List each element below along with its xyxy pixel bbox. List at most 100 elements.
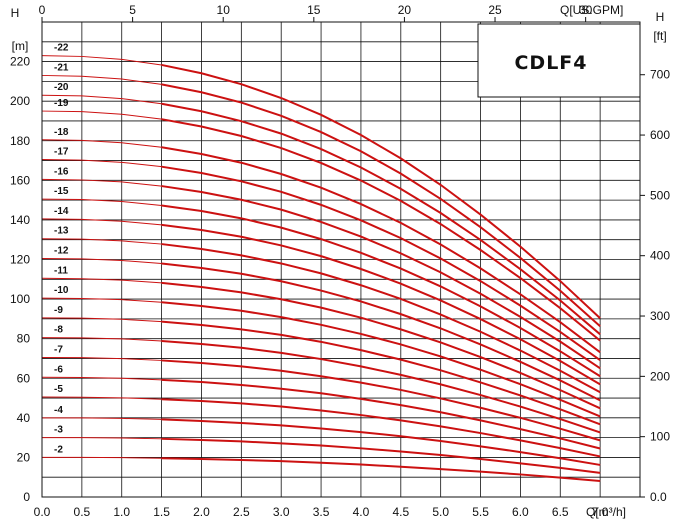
curve-operating-segment: [161, 223, 601, 386]
curve-low-flow-segment: [41, 277, 162, 284]
curve-low-flow-segment: [41, 258, 162, 264]
y-right-tick-label: 600: [650, 128, 670, 142]
x-bottom-tick-label: 4.5: [392, 505, 409, 519]
model-box: CDLF4: [477, 23, 641, 98]
curve-operating-segment: [161, 378, 601, 450]
x-bottom-tick-label: 6.5: [552, 505, 569, 519]
curve-operating-segment: [161, 185, 601, 370]
curve-stage-label: -17: [54, 147, 69, 158]
y-left-tick-label: 200: [10, 94, 30, 108]
curve-stage-label: -14: [54, 206, 69, 217]
curve-low-flow-segment: [41, 178, 162, 187]
curve-low-flow-segment: [41, 337, 162, 342]
y-right-tick-label: 0.0: [650, 490, 667, 504]
curve-low-flow-segment: [41, 94, 162, 105]
curve-low-flow-segment: [41, 396, 162, 400]
curve-stage-label: -22: [54, 43, 69, 54]
y-left-tick-label: 20: [17, 450, 31, 464]
y-right-axis-label: H: [656, 10, 665, 24]
curve-stage-label: -10: [54, 285, 69, 296]
x-bottom-tick-label: 0.0: [34, 505, 51, 519]
model-title: CDLF4: [514, 52, 587, 74]
x-bottom-tick-label: 1.0: [113, 505, 130, 519]
curve-stage-label: -21: [54, 62, 69, 73]
x-top-tick-label: 15: [307, 3, 321, 17]
curve-operating-segment: [161, 281, 601, 410]
y-right-tick-label: 300: [650, 309, 670, 323]
x-top-tick-label: 30: [579, 3, 593, 17]
curve-low-flow-segment: [41, 356, 162, 361]
y-left-axis-unit: [m]: [12, 39, 29, 53]
curve-stage-label: -11: [54, 265, 68, 276]
y-right-tick-label: 100: [650, 430, 670, 444]
curve-operating-segment: [161, 165, 601, 362]
curve-operating-segment: [161, 320, 601, 426]
curve-stage-label: -18: [54, 127, 69, 138]
y-right-axis-unit: [ft]: [653, 29, 666, 43]
curve-stage-label: -13: [54, 226, 69, 237]
curve-low-flow-segment: [41, 159, 162, 168]
y-right-tick-label: 200: [650, 369, 670, 383]
x-bottom-tick-label: 5.0: [432, 505, 449, 519]
curve-stage-label: -6: [54, 364, 63, 375]
curve-operating-segment: [161, 63, 601, 320]
curve-low-flow-segment: [42, 417, 162, 420]
curve-operating-segment: [161, 243, 601, 394]
y-left-tick-label: 60: [17, 371, 31, 385]
curve-stage-label: -20: [54, 82, 69, 93]
curve-labels: -2 -3 -4 -5 -6 -7 -8 -9 -10 -11 -12 -13 -14 -15 -16 -17…: [54, 43, 69, 456]
curve-low-flow-segment: [41, 238, 162, 245]
curve-operating-segment: [161, 102, 601, 336]
curve-operating-segment: [161, 359, 601, 442]
curve-stage-label: -16: [54, 166, 69, 177]
curve-low-flow-segment: [41, 376, 162, 381]
x-top-axis-label: Q[US.GPM]: [560, 3, 623, 17]
y-left-tick-label: 140: [10, 213, 30, 227]
curve-operating-segment: [161, 301, 601, 418]
y-left-tick-label: 100: [10, 292, 30, 306]
y-left-tick-label: 0: [23, 490, 30, 504]
curve-operating-segment: [161, 118, 601, 342]
x-bottom-tick-label: 0.5: [74, 505, 91, 519]
y-left-tick-label: 220: [10, 55, 30, 69]
y-left-tick-label: 160: [10, 173, 30, 187]
curve-operating-segment: [161, 437, 601, 474]
y-left-tick-label: 40: [17, 411, 31, 425]
curve-low-flow-segment: [41, 110, 162, 120]
x-bottom-tick-label: 7.0: [592, 505, 609, 519]
curve-stage-label: -7: [54, 344, 63, 355]
y-right-tick-label: 700: [650, 68, 670, 82]
performance-curves: [41, 55, 601, 482]
y-left-tick-label: 80: [17, 332, 31, 346]
curve-stage-label: -15: [54, 186, 69, 197]
y-right-tick-label: 500: [650, 188, 670, 202]
curve-operating-segment: [161, 418, 601, 466]
curve-stage-label: -4: [54, 405, 63, 416]
curve-stage-label: -8: [54, 325, 63, 336]
axis-ticks: 0.0 0.5 1.0 1.5 2.0 2.5 3.0 3.5 4.0 4.5 5.0 5.5 6.0 6…: [10, 3, 670, 519]
x-top-tick-label: 20: [398, 3, 412, 17]
curve-low-flow-segment: [41, 218, 162, 226]
x-top-tick-label: 10: [217, 3, 231, 17]
model-box-frame: [477, 23, 641, 98]
y-left-tick-label: 180: [10, 134, 30, 148]
x-top-tick-label: 5: [129, 3, 136, 17]
plot-frame: [41, 21, 641, 498]
curve-low-flow-segment: [42, 456, 162, 459]
x-bottom-tick-label: 1.5: [153, 505, 170, 519]
curve-low-flow-segment: [41, 317, 162, 323]
curve-low-flow-segment: [41, 297, 162, 303]
curve-low-flow-segment: [41, 139, 162, 148]
x-bottom-tick-label: 2.0: [193, 505, 210, 519]
x-top-tick-label: 25: [488, 3, 502, 17]
curve-operating-segment: [161, 340, 601, 434]
curve-stage-label: -12: [54, 246, 69, 257]
curve-operating-segment: [161, 262, 601, 402]
curve-operating-segment: [161, 83, 601, 327]
curve-low-flow-segment: [41, 55, 162, 66]
x-bottom-tick-label: 3.0: [273, 505, 290, 519]
y-right-tick-label: 400: [650, 249, 670, 263]
curve-low-flow-segment: [41, 198, 162, 206]
curve-low-flow-segment: [41, 74, 162, 85]
